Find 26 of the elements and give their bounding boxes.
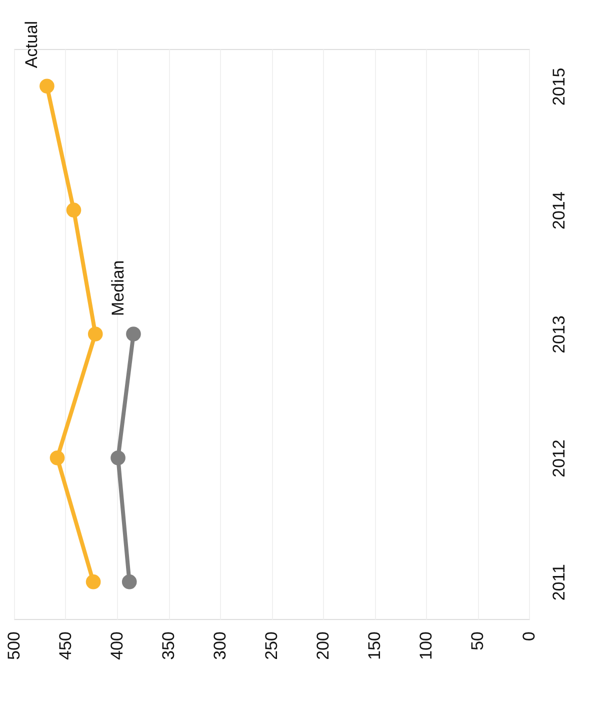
x-tick-label: 100 [416, 632, 436, 660]
text: Actual [22, 20, 41, 68]
x-tick-label: 450 [56, 632, 75, 660]
x-tick-label: 200 [314, 632, 332, 660]
point [110, 450, 126, 466]
x-tick-label: 300 [210, 632, 230, 660]
y-tick-label: 2014 [550, 192, 568, 230]
point [86, 574, 101, 590]
point [126, 326, 141, 342]
x-tick-label: 0 [520, 632, 538, 641]
point [122, 574, 137, 590]
point [50, 450, 65, 466]
x-tick-label: 350 [159, 632, 178, 660]
point [66, 202, 82, 218]
x-tick-label: 50 [468, 632, 487, 650]
x-tick-label: 500 [4, 632, 24, 660]
y-tick-label: 2011 [550, 564, 568, 601]
text: Median [108, 260, 128, 316]
point [88, 326, 103, 342]
x-tick-label: 250 [262, 632, 281, 660]
point [40, 78, 54, 94]
y-tick-label: 2013 [550, 316, 568, 354]
x-tick-label: 150 [365, 632, 384, 660]
y-tick-label: 2015 [550, 68, 568, 106]
y-tick-label: 2012 [550, 440, 568, 478]
x-tick-label: 400 [108, 632, 126, 660]
